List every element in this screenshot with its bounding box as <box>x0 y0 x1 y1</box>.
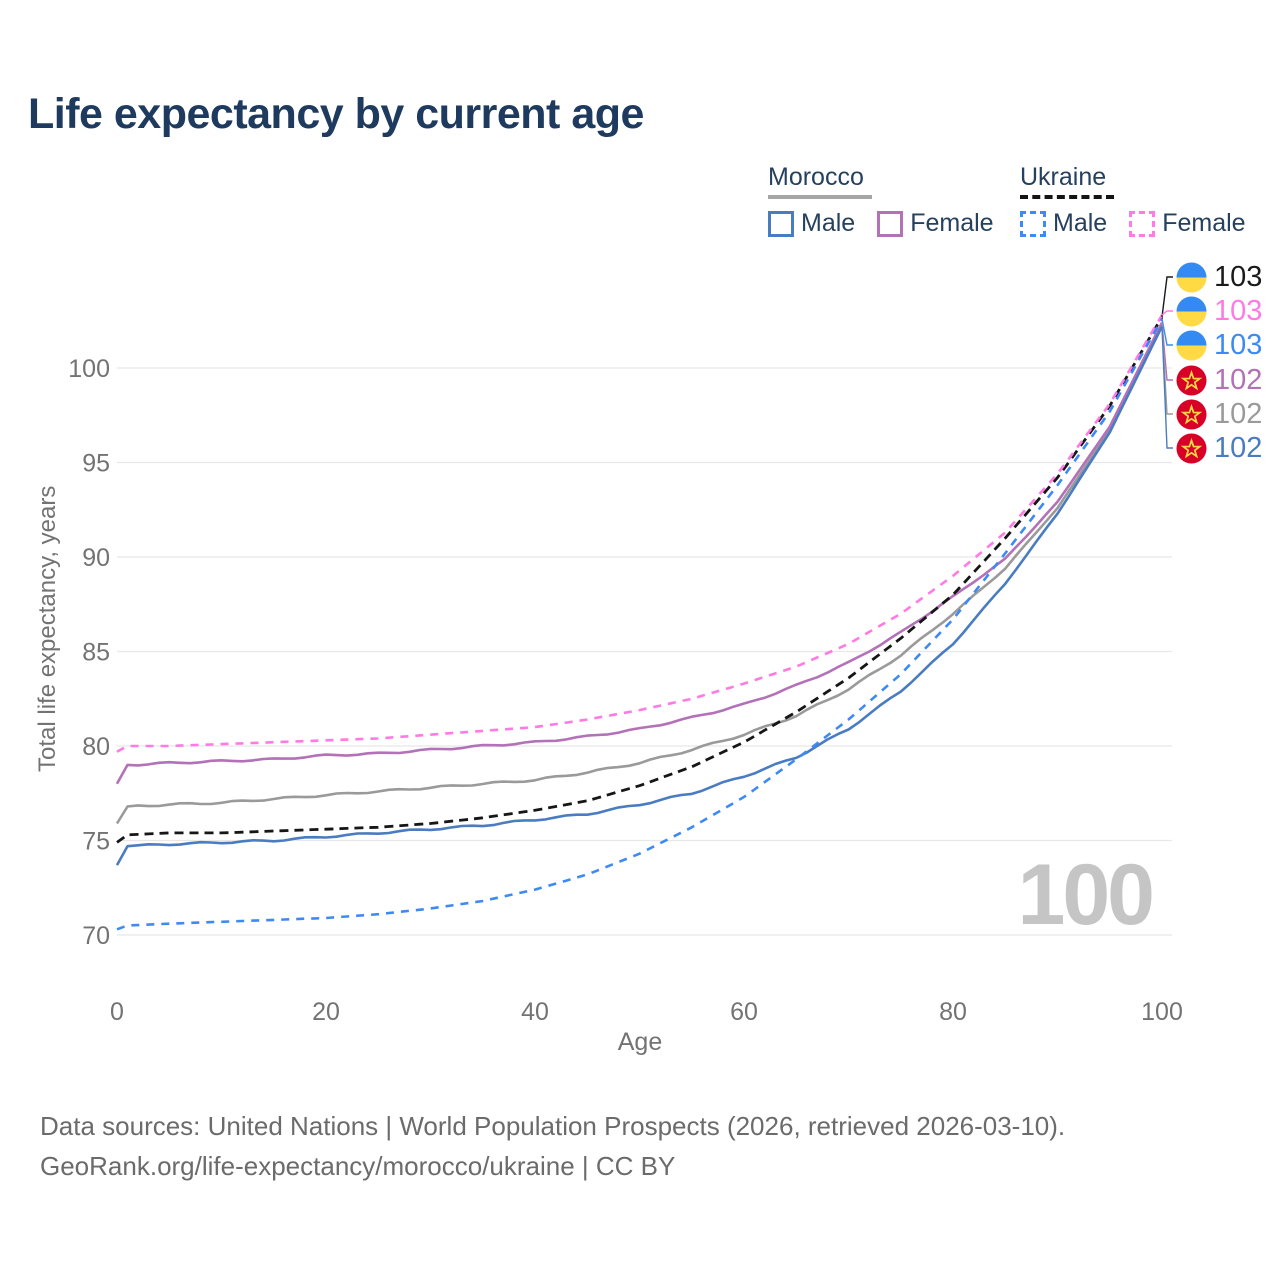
x-tick-label-60: 60 <box>730 998 758 1026</box>
callout-morocco-total: 102 <box>1176 397 1262 431</box>
x-tick-label-100: 100 <box>1141 998 1183 1026</box>
page-title: Life expectancy by current age <box>28 90 644 138</box>
ukraine-flag-icon <box>1176 261 1207 293</box>
callout-connector-ukraine-total <box>1161 276 1173 318</box>
callout-connector-morocco-female <box>1161 322 1173 381</box>
callout-connector-ukraine-male <box>1161 318 1173 346</box>
callout-ukraine-total: 103 <box>1176 260 1262 294</box>
legend-group-ukraine: Ukraine Male Female <box>1020 163 1246 238</box>
series-line-morocco-male <box>115 325 1164 866</box>
legend-item-morocco-female[interactable]: Female <box>877 209 994 238</box>
callout-ukraine-male: 103 <box>1176 328 1262 362</box>
legend-label-morocco-female: Female <box>910 209 994 237</box>
x-tick-label-0: 0 <box>110 998 124 1026</box>
legend-item-ukraine-female[interactable]: Female <box>1129 209 1246 238</box>
footer: Data sources: United Nations | World Pop… <box>40 1106 1065 1186</box>
legend-label-morocco-male: Male <box>801 209 856 237</box>
callout-value: 103 <box>1214 328 1263 361</box>
legend-label-ukraine-male: Male <box>1053 209 1108 237</box>
callout-ukraine-female: 103 <box>1176 294 1262 328</box>
y-tick-label-80: 80 <box>82 733 110 761</box>
legend-label-ukraine-female: Female <box>1162 209 1246 237</box>
y-tick-label-100: 100 <box>68 355 110 383</box>
legend-header-morocco: Morocco <box>768 163 872 199</box>
ukraine-male-swatch-icon <box>1020 210 1046 237</box>
ukraine-female-swatch-icon <box>1129 210 1156 237</box>
morocco-male-swatch-icon <box>768 210 794 237</box>
callout-morocco-female: 102 <box>1176 363 1262 397</box>
legend-header-ukraine: Ukraine <box>1020 163 1115 199</box>
y-tick-label-85: 85 <box>82 639 110 667</box>
y-axis-title: Total life expectancy, years <box>34 485 61 772</box>
y-tick-label-75: 75 <box>82 828 110 856</box>
legend-item-ukraine-male[interactable]: Male <box>1020 209 1107 238</box>
morocco-female-swatch-icon <box>877 210 904 237</box>
ukraine-flag-icon <box>1176 329 1207 361</box>
series-line-ukraine-male <box>116 318 1164 931</box>
x-tick-label-20: 20 <box>312 998 340 1026</box>
morocco-flag-icon <box>1176 398 1207 430</box>
x-axis-title: Age <box>617 1028 663 1056</box>
legend-item-morocco-male[interactable]: Male <box>768 209 855 238</box>
morocco-flag-icon <box>1176 432 1207 464</box>
age-counter-watermark: 100 <box>1017 847 1155 943</box>
series-line-ukraine-total <box>116 316 1164 844</box>
callout-morocco-male: 102 <box>1176 431 1262 465</box>
callout-connector-ukraine-female <box>1161 310 1173 316</box>
footer-link-line: GeoRank.org/life-expectancy/morocco/ukra… <box>40 1151 676 1181</box>
series-line-morocco-female <box>115 322 1164 785</box>
y-tick-label-95: 95 <box>82 450 110 478</box>
callout-value: 102 <box>1214 397 1263 430</box>
callout-connector-morocco-male <box>1161 326 1173 449</box>
x-tick-label-40: 40 <box>521 998 549 1026</box>
series-line-ukraine-female <box>116 314 1164 753</box>
y-tick-label-90: 90 <box>82 544 110 572</box>
legend-group-morocco: Morocco Male Female <box>768 163 994 238</box>
series-line-morocco-total <box>115 323 1164 825</box>
morocco-flag-icon <box>1176 364 1207 396</box>
footer-sources-line: Data sources: United Nations | World Pop… <box>40 1111 1066 1141</box>
ukraine-flag-icon <box>1176 295 1207 327</box>
callout-value: 103 <box>1214 294 1263 327</box>
y-tick-label-70: 70 <box>82 922 110 950</box>
x-tick-label-80: 80 <box>939 998 967 1026</box>
callout-value: 102 <box>1214 363 1263 396</box>
callout-value: 103 <box>1214 260 1263 293</box>
callout-value: 102 <box>1214 431 1263 464</box>
